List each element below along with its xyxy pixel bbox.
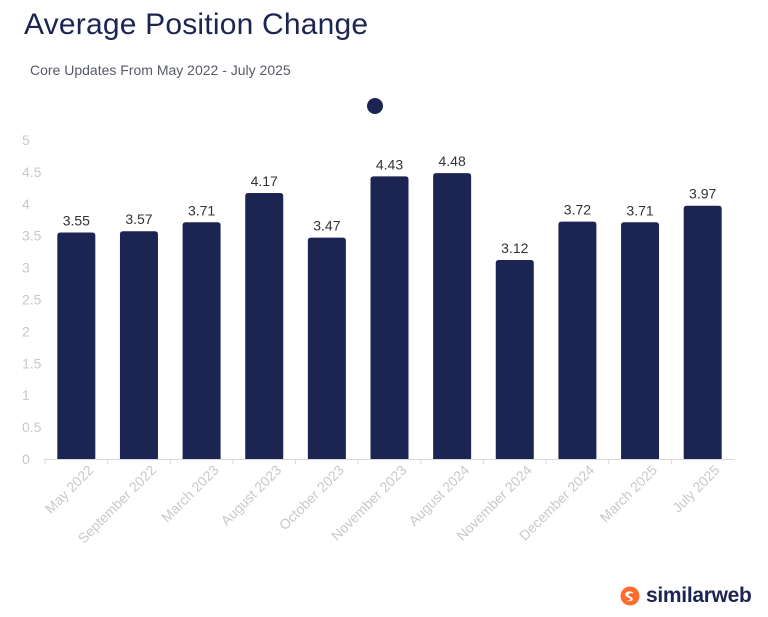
bar-value-label: 3.97 [689,186,716,202]
x-tick-label: August 2024 [405,462,472,529]
bar-value-label: 3.72 [564,202,591,218]
bar-value-label: 4.48 [439,153,466,169]
y-tick-label: 2 [22,323,30,339]
y-tick-label: 0 [22,451,30,467]
y-tick-label: 1 [22,387,30,403]
bar [182,222,221,459]
bar [495,259,534,459]
chart-subtitle: Core Updates From May 2022 - July 2025 [30,62,291,78]
x-tick-label: July 2025 [669,462,723,516]
bar [683,205,722,459]
y-tick-label: 0.5 [22,419,42,435]
y-tick-label: 5 [22,132,30,148]
x-tick-label: August 2023 [217,462,284,529]
bar-value-label: 3.12 [501,240,528,256]
y-tick-label: 3.5 [22,228,42,244]
y-tick-label: 4 [22,196,30,212]
bar-value-label: 3.71 [188,202,215,218]
y-tick-label: 4.5 [22,164,42,180]
bar-value-label: 3.71 [626,202,653,218]
bar-value-label: 4.43 [376,156,403,172]
similarweb-logo-icon [620,586,640,606]
bar [621,222,660,459]
bar [245,192,284,460]
chart-title: Average Position Change [24,8,369,41]
bar-value-label: 4.17 [251,173,278,189]
bar [433,173,472,459]
bar [558,221,597,459]
x-tick-label: May 2022 [42,462,97,517]
brand-name: similarweb [646,584,752,607]
legend-marker [367,98,383,114]
bar-value-label: 3.57 [125,211,152,227]
x-tick-label: March 2025 [597,462,661,526]
y-tick-label: 2.5 [22,292,42,308]
bar [57,232,96,459]
bar [370,176,409,459]
brand-watermark: similarweb [620,582,752,610]
y-tick-label: 1.5 [22,355,42,371]
bar-value-label: 3.47 [313,218,340,234]
y-tick-label: 3 [22,260,30,276]
x-tick-label: March 2023 [158,462,222,526]
bar [119,231,158,459]
bar [307,237,346,459]
bar-value-label: 3.55 [63,213,90,229]
